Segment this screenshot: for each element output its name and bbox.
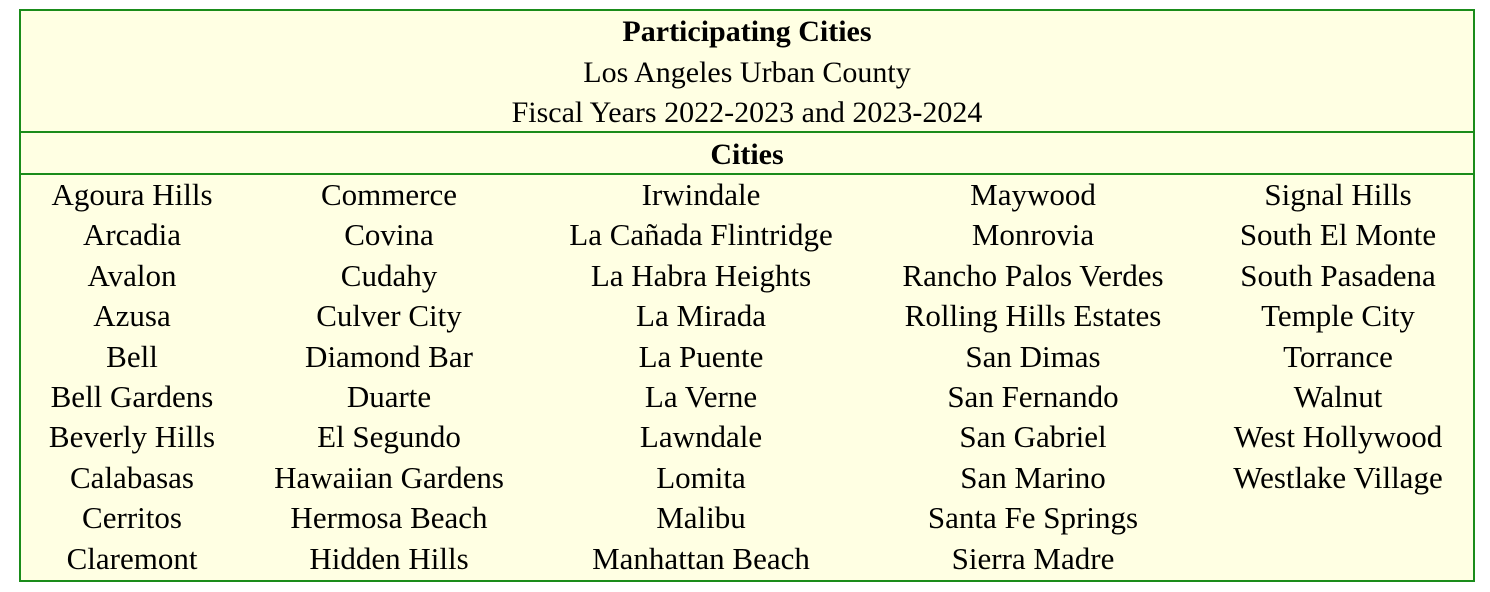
city-name: Hidden Hills [309, 540, 469, 576]
city-name: Hermosa Beach [290, 500, 488, 536]
city-name: South El Monte [1239, 217, 1437, 253]
city-name: Bell Gardens [50, 379, 214, 415]
city-name: La Habra Heights [590, 257, 812, 293]
city-name: Santa Fe Springs [927, 500, 1139, 536]
city-name: Calabasas [70, 459, 194, 495]
cities-grid: Agoura Hills Arcadia Avalon Azusa Bell Bell G… [21, 175, 1473, 580]
city-name: Hawaiian Gardens [274, 459, 504, 495]
city-name: Agoura Hills [51, 177, 213, 212]
city-name: Arcadia [82, 217, 182, 253]
cities-header: Cities [21, 133, 1473, 175]
city-name: Claremont [66, 540, 198, 576]
table-subtitle-years: Fiscal Years 2022-2023 and 2023-2024 [511, 96, 983, 129]
city-column: Agoura Hills Arcadia Avalon Azusa Bell Bell G… [49, 175, 215, 579]
city-name: La Puente [638, 338, 764, 374]
city-name: San Gabriel [959, 419, 1107, 455]
city-name: San Marino [960, 459, 1106, 495]
city-name: Rancho Palos Verdes [902, 257, 1164, 293]
city-name: Duarte [346, 379, 432, 415]
city-name: Bell [106, 338, 158, 374]
city-name: Commerce [320, 177, 458, 212]
city-name: Covina [344, 217, 434, 253]
city-name: West Hollywood [1233, 419, 1443, 455]
city-name: Walnut [1293, 379, 1383, 415]
city-name: Azusa [93, 298, 171, 334]
city-name: Monrovia [971, 217, 1095, 253]
city-name: La Cañada Flintridge [569, 217, 833, 253]
city-name: San Dimas [965, 338, 1101, 374]
city-column: Maywood Monrovia Rancho Palos Verdes Rollin… [902, 175, 1163, 579]
city-name: Sierra Madre [951, 540, 1115, 576]
city-name: Lomita [656, 459, 746, 495]
city-name: Culver City [316, 298, 462, 334]
city-name: Westlake Village [1233, 459, 1443, 495]
table-header: Participating Cities Los Angeles Urban C… [21, 11, 1473, 133]
city-name: Maywood [970, 177, 1096, 212]
table-subtitle-county: Los Angeles Urban County [583, 55, 911, 89]
city-name: Lawndale [639, 419, 763, 455]
city-name: Manhattan Beach [592, 540, 810, 576]
city-name: Avalon [87, 257, 177, 293]
city-name: Rolling Hills Estates [904, 298, 1162, 334]
city-name: Diamond Bar [305, 338, 473, 374]
city-name: San Fernando [947, 379, 1119, 415]
city-name: La Mirada [636, 298, 766, 334]
city-name: La Verne [644, 379, 758, 415]
city-name: Temple City [1261, 298, 1415, 334]
city-column: Signal Hills South El Monte South Pasadena… [1233, 175, 1442, 498]
city-name: El Segundo [317, 419, 461, 455]
city-name: Cerritos [82, 500, 182, 536]
city-name: Beverly Hills [48, 419, 216, 455]
city-name: Torrance [1283, 338, 1393, 374]
city-column: Commerce Covina Cudahy Culver City Diamond B… [274, 175, 504, 579]
city-name: Malibu [656, 500, 746, 536]
city-name: Cudahy [340, 257, 438, 293]
table-title: Participating Cities [622, 15, 872, 48]
city-name: Signal Hills [1264, 177, 1412, 212]
city-name: Irwindale [641, 177, 761, 212]
participating-cities-table: Participating Cities Los Angeles Urban C… [19, 9, 1475, 582]
city-name: South Pasadena [1240, 257, 1436, 293]
city-column: Irwindale La Cañada Flintridge La Habra He… [569, 175, 832, 579]
